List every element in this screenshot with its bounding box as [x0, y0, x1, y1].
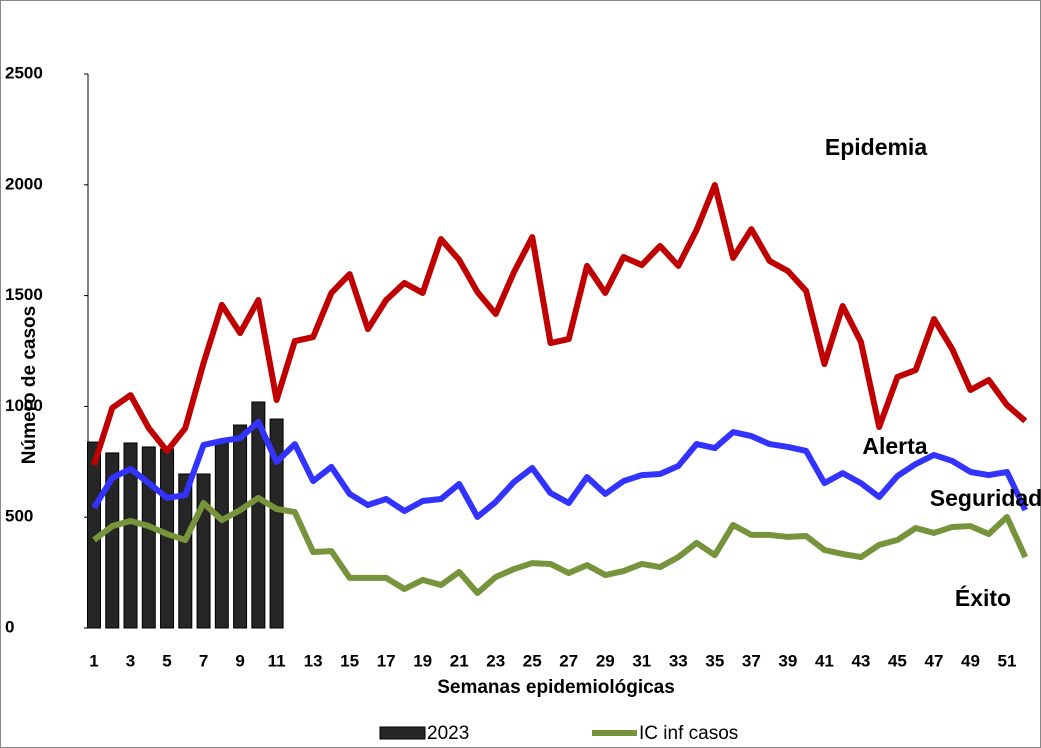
x-tick-label: 7 [199, 651, 208, 670]
x-tick-label: 31 [632, 651, 651, 670]
y-tick-label: 2500 [5, 63, 43, 82]
line [92, 494, 1028, 596]
bar [251, 401, 266, 629]
bar [123, 442, 138, 629]
y-tick-label: 500 [5, 507, 33, 526]
x-tick-label: 27 [559, 651, 578, 670]
y-axis-title: Número de casos [19, 306, 40, 464]
x-tick-label: 1 [89, 651, 98, 670]
bar [269, 418, 284, 629]
y-tick-label: 1500 [5, 285, 43, 304]
x-tick-label: 45 [888, 651, 907, 670]
legend-swatch [379, 726, 426, 740]
annotation: Alerta [862, 433, 927, 459]
x-tick-label: 51 [998, 651, 1017, 670]
bar [214, 442, 229, 629]
x-tick-label: 5 [162, 651, 171, 670]
x-tick-label: 29 [596, 651, 615, 670]
bar [178, 473, 193, 629]
y-tick-label: 2000 [5, 174, 43, 193]
x-tick-label: 35 [705, 651, 724, 670]
x-tick-label: 49 [961, 651, 980, 670]
bar [196, 473, 211, 629]
x-tick-label: 17 [377, 651, 396, 670]
y-tick-label: 0 [5, 617, 14, 636]
bar [233, 424, 248, 629]
x-tick-label: 23 [486, 651, 505, 670]
x-tick-label: 9 [235, 651, 244, 670]
x-tick-label: 13 [304, 651, 323, 670]
legend-label: 2023 [427, 723, 469, 744]
x-tick-label: 11 [268, 651, 286, 670]
x-tick-label: 39 [778, 651, 797, 670]
annotation: Epidemia [825, 134, 927, 160]
annotation: Éxito [955, 584, 1011, 611]
line [91, 418, 1028, 520]
x-tick-label: 19 [413, 651, 432, 670]
x-tick-label: 33 [669, 651, 688, 670]
x-tick-label: 43 [851, 651, 870, 670]
x-tick-label: 3 [126, 651, 135, 670]
x-tick-label: 25 [523, 651, 542, 670]
x-tick-label: 15 [340, 651, 359, 670]
bar [105, 452, 120, 629]
x-tick-label: 41 [815, 651, 834, 670]
x-tick-label: 47 [924, 651, 943, 670]
annotation: Seguridad [930, 485, 1041, 511]
y-tick-label: 1000 [5, 396, 43, 415]
legend-label: IC inf casos [639, 723, 738, 744]
bar [141, 446, 156, 629]
line [91, 182, 1028, 467]
x-axis-title: Semanas epidemiológicas [437, 677, 675, 698]
x-tick-label: 21 [450, 651, 469, 670]
x-tick-label: 37 [742, 651, 761, 670]
